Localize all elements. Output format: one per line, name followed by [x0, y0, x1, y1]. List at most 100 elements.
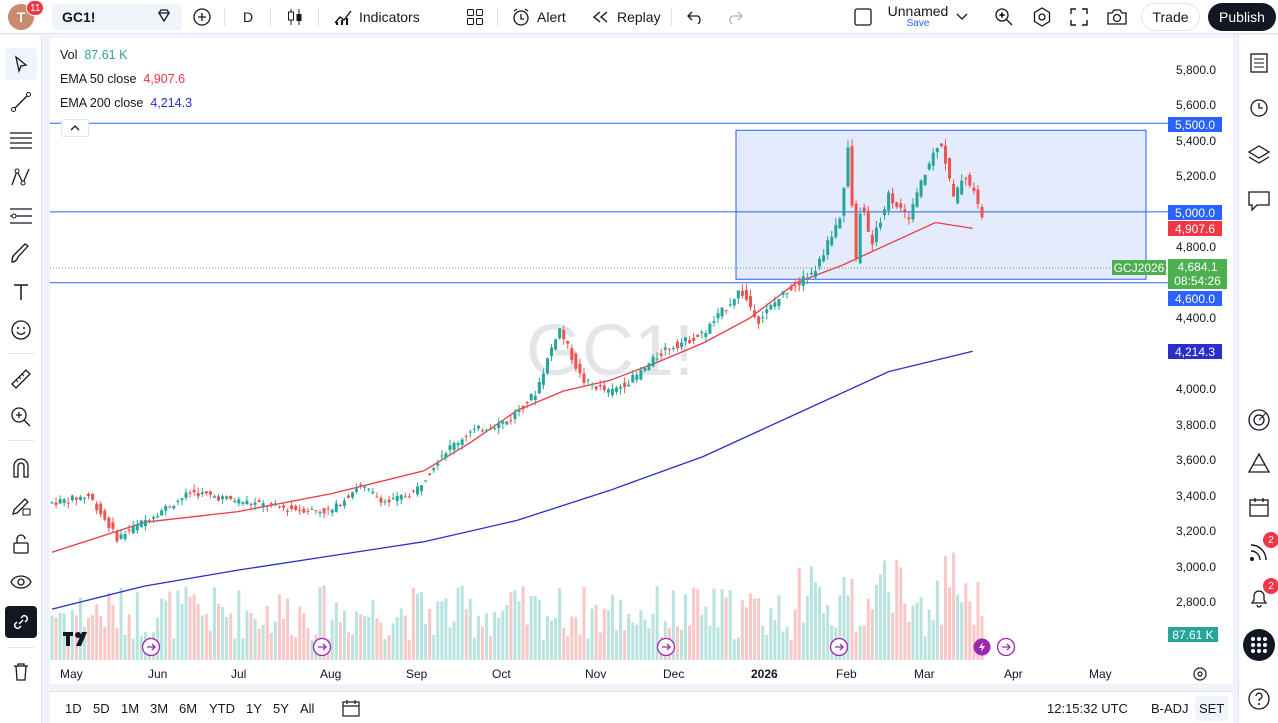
time-tick: May	[1089, 667, 1112, 681]
time-tick: Nov	[585, 667, 607, 681]
volume-legend[interactable]: Vol 87.61 K	[60, 48, 128, 62]
price-tick: 2,800.0	[1176, 595, 1217, 609]
trash-icon[interactable]	[5, 656, 37, 688]
magnet-icon[interactable]	[5, 452, 37, 484]
time-tick: Mar	[914, 667, 935, 681]
ema200-price-label: 4,214.3	[1168, 344, 1222, 359]
apps-grid-icon[interactable]	[1243, 629, 1275, 661]
interval-button[interactable]: D	[243, 9, 254, 25]
time-tick: Dec	[663, 667, 685, 681]
range-button-all[interactable]: All	[300, 701, 315, 716]
time-tick: 2026	[751, 667, 778, 681]
watchlist-icon[interactable]	[1243, 47, 1275, 79]
range-button-3m[interactable]: 3M	[150, 701, 169, 716]
calendar-icon[interactable]	[1243, 491, 1275, 523]
price-tick: 3,400.0	[1176, 488, 1217, 503]
alert-button[interactable]: Alert	[511, 0, 566, 34]
range-button-6m[interactable]: 6M	[179, 701, 198, 716]
ema50-legend[interactable]: EMA 50 close 4,907.6	[60, 72, 186, 86]
time-axis-settings-icon[interactable]	[1192, 666, 1208, 687]
symbol-name: GC1!	[62, 9, 96, 25]
pattern-icon[interactable]	[5, 162, 37, 194]
templates-icon[interactable]	[466, 0, 484, 34]
target-icon[interactable]	[1243, 404, 1275, 436]
rewind-icon	[592, 11, 608, 23]
trend-line-icon[interactable]	[5, 86, 37, 118]
compare-add-icon[interactable]	[192, 0, 212, 34]
price-tick: 5,200.0	[1176, 169, 1217, 184]
notification-bell-icon[interactable]: 2	[1243, 578, 1278, 614]
hline-5500-label: 5,500.0	[1168, 117, 1222, 132]
time-tick: Apr	[1004, 667, 1023, 681]
price-tick: 3,600.0	[1176, 453, 1217, 468]
right-sidebar: 2 2	[1238, 35, 1278, 723]
brush-icon[interactable]	[5, 238, 37, 270]
publish-button[interactable]: Publish	[1208, 3, 1276, 31]
drawing-toolbar	[0, 35, 42, 723]
time-tick: Jun	[148, 667, 168, 681]
layout-checkbox-icon[interactable]	[853, 0, 873, 34]
range-button-ytd[interactable]: YTD	[209, 701, 235, 716]
fib-icon[interactable]	[5, 200, 37, 232]
volume-price-label: 87.61 K	[1168, 627, 1218, 642]
alerts-clock-icon[interactable]	[1243, 91, 1275, 123]
price-tick: 4,800.0	[1176, 240, 1217, 255]
trade-button[interactable]: Trade	[1141, 3, 1200, 31]
price-tick: 5,400.0	[1176, 133, 1217, 148]
chat-icon[interactable]	[1243, 185, 1275, 217]
utc-clock[interactable]: 12:15:32 UTC	[1047, 701, 1128, 716]
gem-icon[interactable]	[156, 8, 172, 27]
time-tick: Feb	[836, 667, 857, 681]
cursor-arrow-icon[interactable]	[5, 48, 37, 80]
camera-icon[interactable]	[1106, 0, 1128, 34]
replay-button[interactable]: Replay	[591, 0, 661, 34]
lock-icon[interactable]	[5, 528, 37, 560]
range-button-1y[interactable]: 1Y	[246, 701, 262, 716]
date-range-calendar-icon[interactable]	[341, 698, 361, 721]
time-tick: Jul	[231, 667, 247, 681]
price-tick: 3,800.0	[1176, 417, 1217, 432]
ema50-price-label: 4,907.6	[1168, 221, 1222, 236]
settings-gear-icon[interactable]	[1031, 0, 1053, 34]
redo-icon[interactable]	[725, 0, 743, 34]
range-button-1m[interactable]: 1M	[121, 701, 140, 716]
symbol-search[interactable]: GC1!	[52, 4, 182, 30]
indicators-icon	[334, 10, 352, 25]
price-tick: 5,800.0	[1176, 63, 1217, 77]
chevron-down-icon[interactable]	[956, 0, 968, 34]
text-tool-icon[interactable]	[5, 276, 37, 308]
range-button-1d[interactable]: 1D	[65, 701, 82, 716]
indicators-button[interactable]: Indicators	[333, 0, 420, 34]
help-icon[interactable]	[1243, 683, 1275, 715]
quick-search-icon[interactable]	[993, 0, 1015, 34]
top-toolbar: T 11 GC1! D Indicators Alert Replay	[0, 0, 1278, 34]
emoji-icon[interactable]	[5, 314, 37, 346]
session-toggle[interactable]: SET	[1195, 696, 1229, 721]
layers-icon[interactable]	[1243, 139, 1275, 171]
ideas-stream-icon[interactable]: 2	[1243, 532, 1278, 568]
undo-icon[interactable]	[687, 0, 705, 34]
avatar-notification-badge: 11	[26, 0, 45, 16]
tradingview-logo[interactable]	[62, 630, 94, 653]
chart-pane[interactable]	[50, 38, 1233, 684]
screener-icon[interactable]	[1243, 447, 1275, 479]
pencil-lock-icon[interactable]	[5, 490, 37, 522]
time-tick: May	[60, 667, 83, 681]
zoom-in-icon[interactable]	[5, 401, 37, 433]
adjustment-toggle[interactable]: B-ADJ	[1151, 701, 1189, 716]
ruler-icon[interactable]	[5, 363, 37, 395]
collapse-legend-button[interactable]	[61, 119, 89, 137]
alarm-clock-icon	[513, 8, 529, 26]
range-button-5d[interactable]: 5D	[93, 701, 110, 716]
range-button-5y[interactable]: 5Y	[273, 701, 289, 716]
candle-style-icon[interactable]	[286, 0, 304, 34]
link-icon[interactable]	[5, 606, 37, 638]
price-tick: 3,000.0	[1176, 559, 1217, 574]
horizontal-lines-icon[interactable]	[5, 124, 37, 156]
eye-icon[interactable]	[5, 566, 37, 598]
layout-name[interactable]: Unnamed Save	[887, 3, 949, 29]
price-tick: 4,400.0	[1176, 311, 1217, 326]
price-tick: 5,600.0	[1176, 98, 1217, 113]
ema200-legend[interactable]: EMA 200 close 4,214.3	[60, 96, 193, 110]
fullscreen-icon[interactable]	[1069, 0, 1089, 34]
